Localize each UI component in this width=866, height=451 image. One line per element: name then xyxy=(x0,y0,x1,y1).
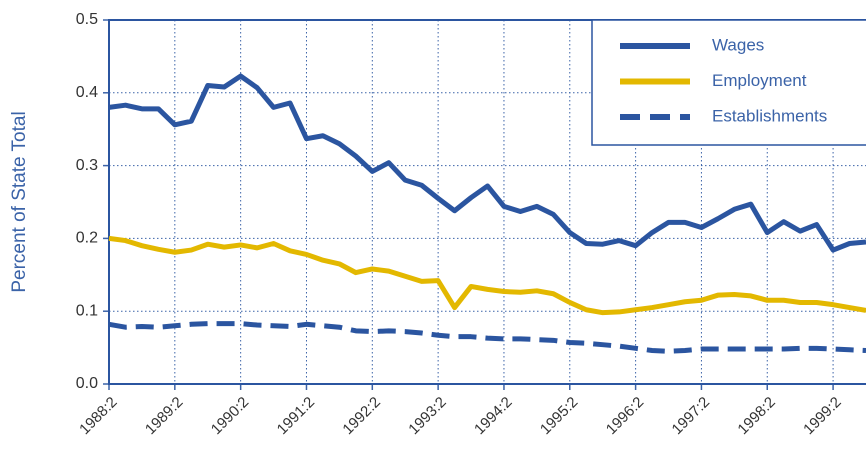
x-tick-label: 1998:2 xyxy=(734,394,778,438)
y-tick-label: 0.0 xyxy=(76,375,98,392)
x-tick-label: 1993:2 xyxy=(405,394,449,438)
line-series xyxy=(108,321,866,354)
x-tick-label: 1992:2 xyxy=(339,394,383,438)
x-tick-label: 1995:2 xyxy=(537,394,581,438)
legend-label: Wages xyxy=(712,35,764,54)
y-axis-label: Percent of State Total xyxy=(9,111,30,292)
x-tick-label: 1989:2 xyxy=(142,394,186,438)
y-tick-label: 0.1 xyxy=(76,302,98,319)
x-tick-label: 1988:2 xyxy=(76,394,120,438)
x-tick-label: 1991:2 xyxy=(274,394,318,438)
y-tick-label: 0.2 xyxy=(76,230,98,247)
line-series xyxy=(108,235,866,316)
legend-label: Employment xyxy=(712,71,807,90)
x-tick-label: 1996:2 xyxy=(603,394,647,438)
x-tick-label: 1999:2 xyxy=(800,394,844,438)
y-tick-label: 0.5 xyxy=(76,11,98,28)
plot-frame xyxy=(108,19,866,385)
legend-label: Establishments xyxy=(712,106,827,125)
y-tick-label: 0.3 xyxy=(76,157,98,174)
x-tick-label: 1997:2 xyxy=(669,394,713,438)
y-tick-label: 0.4 xyxy=(76,84,98,101)
x-tick-label: 1994:2 xyxy=(471,394,515,438)
x-tick-label: 1990:2 xyxy=(208,394,252,438)
line-series xyxy=(108,73,866,253)
